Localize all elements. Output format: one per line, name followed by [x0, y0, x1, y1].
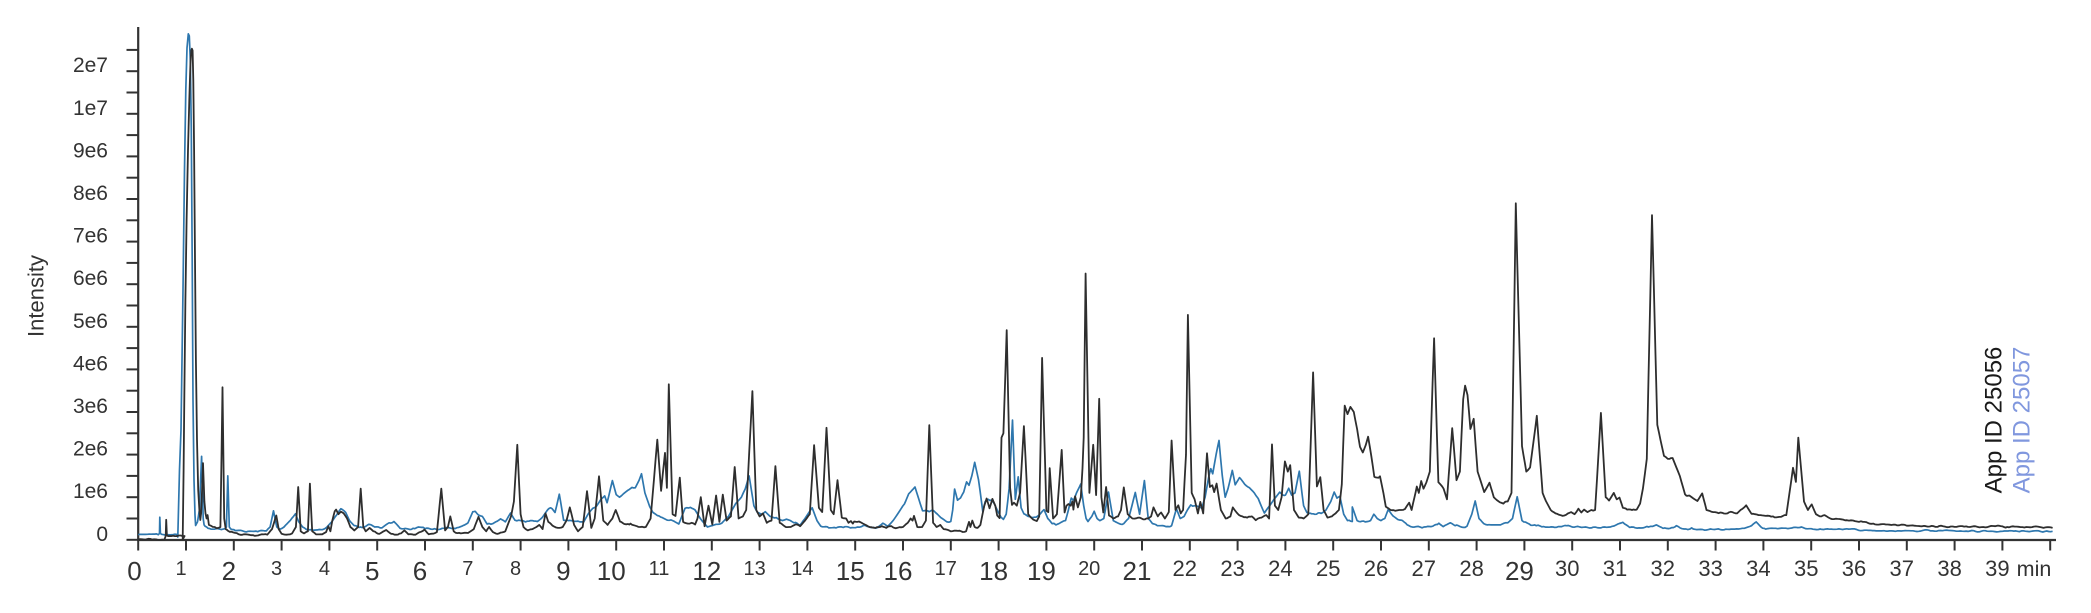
svg-text:14: 14 — [791, 558, 813, 580]
svg-text:34: 34 — [1746, 556, 1770, 581]
svg-text:1e7: 1e7 — [73, 97, 108, 120]
svg-text:10: 10 — [597, 556, 626, 586]
svg-text:9e6: 9e6 — [73, 139, 108, 162]
svg-text:26: 26 — [1364, 556, 1388, 581]
svg-text:6: 6 — [413, 556, 427, 586]
svg-text:7e6: 7e6 — [73, 225, 108, 248]
svg-text:35: 35 — [1794, 556, 1818, 581]
svg-text:Intensity: Intensity — [23, 255, 48, 337]
svg-text:5e6: 5e6 — [73, 310, 108, 333]
svg-text:30: 30 — [1555, 556, 1579, 581]
svg-text:0: 0 — [127, 556, 141, 586]
svg-text:28: 28 — [1459, 556, 1483, 581]
svg-text:38: 38 — [1937, 556, 1961, 581]
svg-text:5: 5 — [365, 556, 379, 586]
svg-text:23: 23 — [1220, 556, 1244, 581]
svg-text:29: 29 — [1505, 556, 1534, 586]
svg-text:22: 22 — [1173, 556, 1197, 581]
svg-text:11: 11 — [649, 558, 670, 580]
svg-text:1: 1 — [175, 558, 186, 580]
svg-text:8e6: 8e6 — [73, 182, 108, 205]
svg-text:39: 39 — [1985, 556, 2009, 581]
svg-text:19: 19 — [1027, 556, 1056, 586]
svg-text:24: 24 — [1268, 556, 1292, 581]
svg-text:25: 25 — [1316, 556, 1340, 581]
svg-text:2e6: 2e6 — [73, 438, 108, 461]
svg-text:min: min — [2017, 557, 2052, 581]
svg-text:18: 18 — [979, 556, 1008, 586]
svg-text:9: 9 — [556, 556, 570, 586]
svg-text:6e6: 6e6 — [73, 267, 108, 290]
svg-text:3: 3 — [271, 558, 282, 580]
svg-text:36: 36 — [1842, 556, 1866, 581]
svg-text:2: 2 — [222, 556, 236, 586]
svg-text:17: 17 — [935, 558, 957, 580]
svg-text:13: 13 — [743, 558, 765, 580]
svg-text:20: 20 — [1078, 558, 1100, 580]
svg-text:15: 15 — [836, 556, 865, 586]
svg-text:33: 33 — [1698, 556, 1722, 581]
svg-text:8: 8 — [510, 558, 521, 580]
svg-text:12: 12 — [692, 556, 721, 586]
svg-text:2e7: 2e7 — [73, 54, 108, 77]
svg-text:16: 16 — [884, 556, 913, 586]
svg-text:31: 31 — [1603, 556, 1627, 581]
svg-text:App ID 25057: App ID 25057 — [2009, 347, 2036, 494]
svg-text:37: 37 — [1890, 556, 1914, 581]
svg-text:3e6: 3e6 — [73, 395, 108, 418]
svg-text:4e6: 4e6 — [73, 352, 108, 375]
svg-text:App ID 25056: App ID 25056 — [1981, 347, 2008, 494]
svg-text:0: 0 — [96, 523, 108, 546]
svg-text:7: 7 — [462, 558, 473, 580]
svg-text:4: 4 — [319, 558, 330, 580]
svg-text:1e6: 1e6 — [73, 480, 108, 503]
svg-text:27: 27 — [1412, 556, 1436, 581]
svg-text:32: 32 — [1651, 556, 1675, 581]
svg-text:21: 21 — [1123, 556, 1152, 586]
